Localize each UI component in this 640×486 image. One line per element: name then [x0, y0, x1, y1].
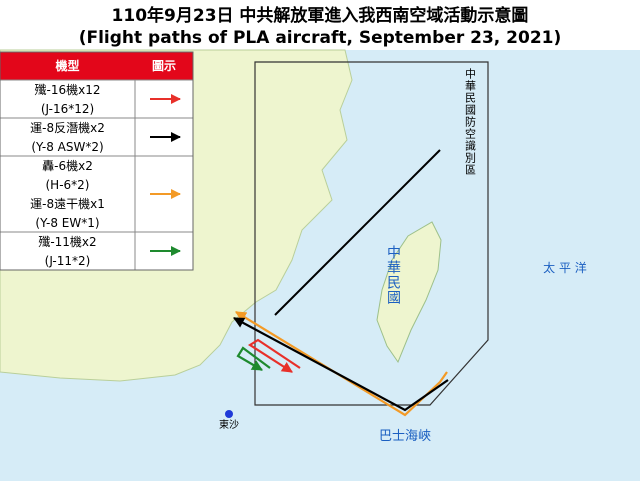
flight-paths: [233, 311, 449, 417]
subtitle: (Flight paths of PLA aircraft, September…: [79, 28, 562, 48]
legend-label: (J-16*12): [41, 102, 94, 116]
legend-label: (H-6*2): [46, 178, 90, 192]
legend-column-header: 圖示: [152, 59, 176, 73]
dongsha-dot: [225, 410, 233, 418]
legend: 機型 圖示殲-16機x12 (J-16*12) 運-8反潛機x2 (Y-8 ASW*2)…: [0, 51, 194, 271]
adiz-line: [274, 149, 441, 316]
flight-path: [233, 317, 449, 412]
legend-label: (Y-8 EW*1): [35, 216, 99, 230]
legend-label: 運-8遠干機x1: [30, 196, 105, 211]
legend-label: 殲-11機x2: [38, 234, 96, 249]
legend-label: (J-11*2): [45, 254, 91, 268]
taiwan-island: [376, 221, 442, 364]
title-band: [0, 0, 640, 50]
legend-frame: [0, 51, 194, 271]
legend-label: 運-8反潛機x2: [30, 120, 105, 135]
legend-column-header: 機型: [55, 58, 79, 73]
bashi-label: 巴士海峽: [379, 429, 431, 444]
taiwan-label: 中華民國: [385, 245, 401, 305]
legend-label: 轟-6機x2: [42, 158, 93, 173]
dongsha-label: 東沙: [219, 418, 239, 431]
pacific-label: 太 平 洋: [543, 260, 587, 275]
legend-label: 殲-16機x12: [35, 82, 101, 97]
legend-label: (Y-8 ASW*2): [31, 140, 103, 154]
adiz-label: 中華民國防空識別區: [464, 68, 477, 176]
title: 110年9月23日 中共解放軍進入我西南空域活動示意圖: [112, 5, 529, 26]
flight-path: [236, 346, 271, 371]
flight-path: [247, 338, 301, 373]
